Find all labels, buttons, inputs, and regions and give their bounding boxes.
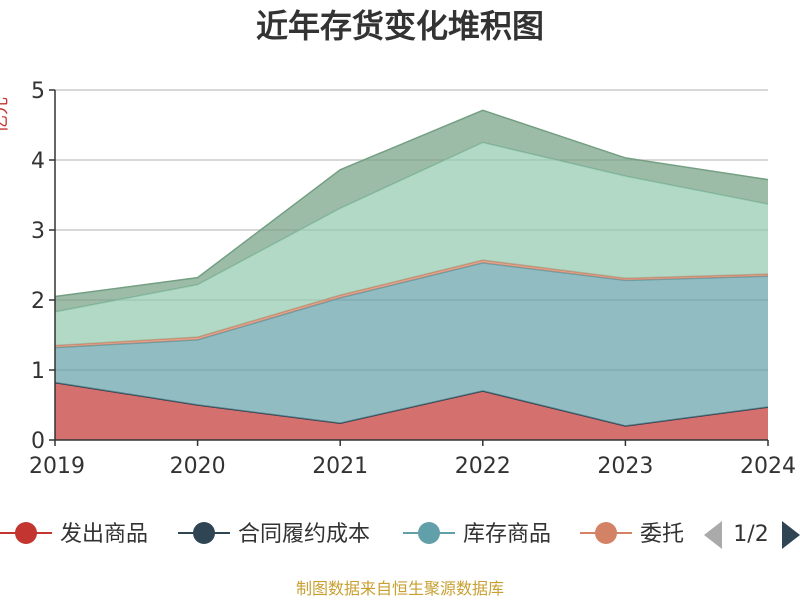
area-series [54,109,769,440]
legend-marker [418,522,440,544]
legend-marker [595,522,617,544]
legend-label: 库存商品 [463,522,551,547]
line-周转材料 [54,109,769,298]
area-库存商品 [55,262,768,426]
y-tick-label: 4 [31,149,45,174]
area-周转材料 [55,110,768,312]
x-tick-label: 2024 [740,454,796,479]
y-axis-label: 亿元 [0,97,11,133]
y-tick-label: 5 [31,79,45,104]
legend-item[interactable]: 库存商品 [403,522,551,547]
legend-item[interactable]: 合同履约成本 [178,522,370,547]
x-tick-label: 2023 [597,454,653,479]
area-发出商品 [55,382,768,440]
x-tick-label: 2022 [455,454,511,479]
area-原材料 [55,142,768,346]
legend-item[interactable]: 委托 [580,522,684,547]
legend-page-indicator: 1/2 [733,522,768,547]
y-tick-label: 3 [31,219,45,244]
legend-item[interactable]: 发出商品 [0,522,148,547]
legend-label: 委托 [640,522,684,547]
legend-label: 发出商品 [60,522,148,547]
legend-next-page-icon[interactable] [782,521,800,549]
y-tick-label: 1 [31,359,45,384]
x-tick-label: 2021 [312,454,368,479]
y-tick-label: 2 [31,289,45,314]
axes: 0 1 2 3 4 5 2019 2020 2021 2022 2023 2024 [29,79,796,479]
legend-marker [15,522,37,544]
y-tick-label: 0 [31,429,45,454]
source-note: 制图数据来自恒生聚源数据库 [296,579,504,598]
x-tick-label: 2020 [170,454,226,479]
legend: 发出商品 合同履约成本 库存商品 委托 1/2 [0,521,800,549]
x-tick-label: 2019 [29,454,85,479]
legend-marker [193,522,215,544]
legend-prev-page-icon[interactable] [704,521,722,549]
legend-label: 合同履约成本 [238,522,370,547]
chart-title: 近年存货变化堆积图 [256,7,544,45]
